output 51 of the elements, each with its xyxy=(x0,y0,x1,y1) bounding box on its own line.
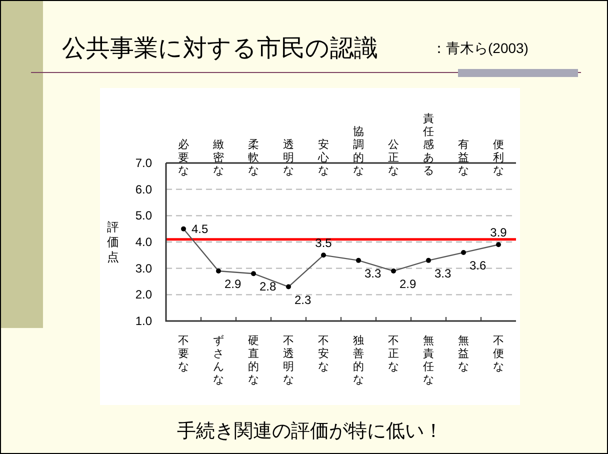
y-tick-label: 1.0 xyxy=(135,314,152,328)
data-label: 2.9 xyxy=(224,276,242,291)
annotation: 安心な xyxy=(318,139,330,178)
data-label: 2.9 xyxy=(400,276,417,291)
data-label: 3.3 xyxy=(364,266,382,280)
point xyxy=(496,242,501,248)
annotation: 透明な xyxy=(282,139,294,178)
annotation: 柔軟な xyxy=(248,139,260,178)
point xyxy=(391,268,396,274)
x-tick-label: 硬直的な xyxy=(248,335,260,387)
point xyxy=(251,271,256,276)
x-tick-label: 不透明な xyxy=(282,335,294,387)
point xyxy=(426,258,431,263)
point xyxy=(356,258,361,263)
chart-title: 公共事業に対する市民の認識 xyxy=(62,34,378,64)
y-tick-label: 2.0 xyxy=(135,288,152,302)
point xyxy=(461,250,466,256)
annotation: 便利な xyxy=(492,139,504,178)
x-tick-label: 不正な xyxy=(388,335,400,374)
x-tick-label: 独善的な xyxy=(352,335,364,387)
data-label: 3.6 xyxy=(470,258,487,273)
data-label: 3.3 xyxy=(434,266,452,280)
y-axis-title: 評価点 xyxy=(106,220,120,265)
chart-subtitle: ：青木ら(2003) xyxy=(432,40,528,58)
x-tick-label: 不便な xyxy=(492,335,504,374)
x-tick-label: ずさんな xyxy=(212,335,224,387)
x-tick-label: 無責任な xyxy=(422,335,434,387)
y-tick-label: 7.0 xyxy=(135,156,152,170)
annotation: 必要な xyxy=(178,139,190,178)
point xyxy=(181,226,186,232)
data-label: 2.8 xyxy=(260,280,277,294)
x-tick-label: 不要な xyxy=(178,335,190,374)
annotation: 公正な xyxy=(388,139,400,178)
data-label: 3.9 xyxy=(490,226,508,240)
x-tick-label: 不安な xyxy=(318,335,330,374)
point xyxy=(216,268,221,274)
data-label: 3.5 xyxy=(315,236,332,250)
annotation: 緻密な xyxy=(212,139,224,178)
text: 手続き関連の評価が特に低い！ xyxy=(176,420,444,444)
y-tick-label: 4.0 xyxy=(135,235,152,249)
data-label: 2.3 xyxy=(294,292,312,307)
x-tick-label: 無益な xyxy=(458,335,470,374)
annotation: 責任感ある xyxy=(422,113,434,178)
y-tick-label: 5.0 xyxy=(135,208,152,223)
point xyxy=(286,284,291,290)
annotation: 有益な xyxy=(458,139,470,178)
point xyxy=(321,252,326,258)
annotation: 協調的な xyxy=(352,126,364,178)
y-tick-label: 6.0 xyxy=(135,182,152,196)
data-label: 4.5 xyxy=(192,222,209,236)
y-tick-label: 3.0 xyxy=(135,261,152,276)
